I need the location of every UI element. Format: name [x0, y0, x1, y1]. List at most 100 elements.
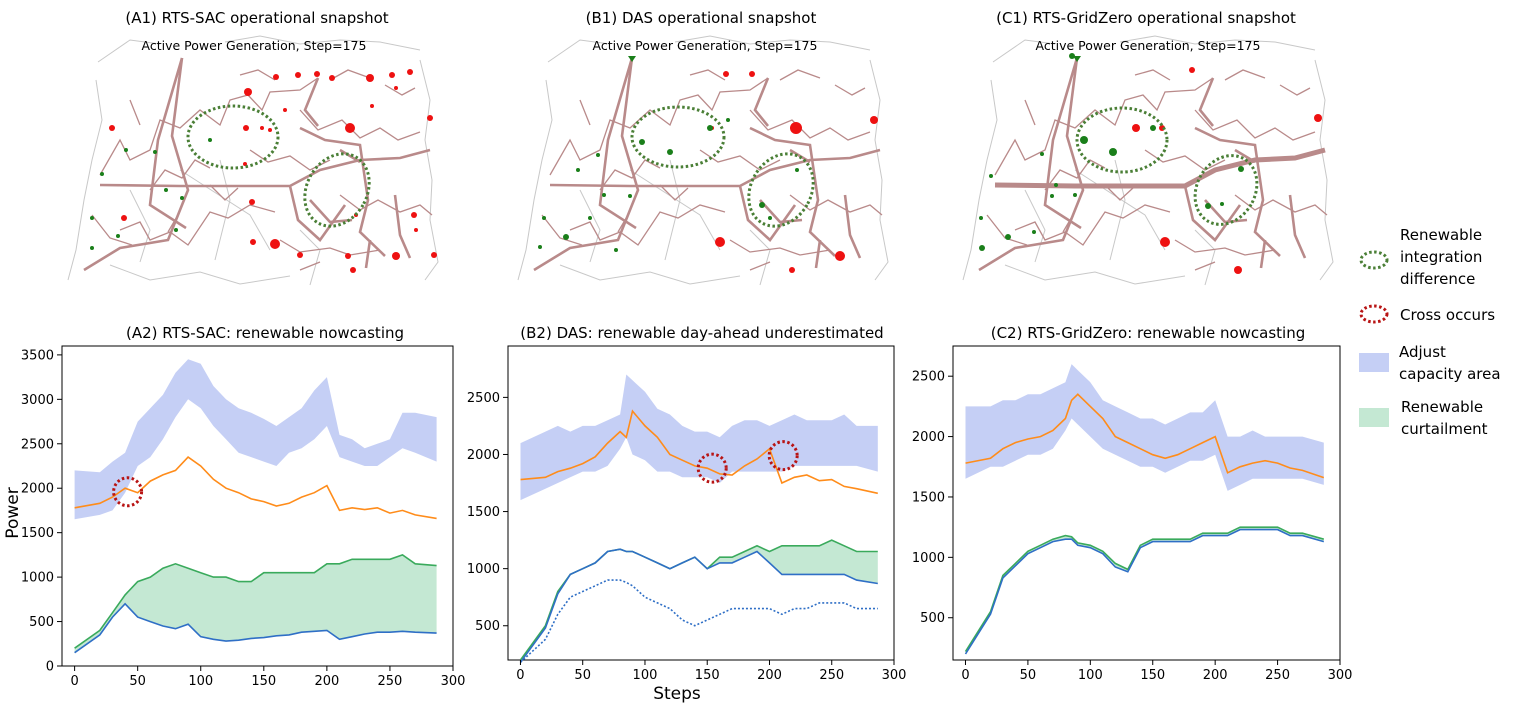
generator-node-red	[1189, 67, 1195, 73]
transmission-line-heavy	[549, 148, 881, 188]
generator-node-red	[1160, 237, 1170, 247]
integration-difference-ellipse	[630, 105, 726, 169]
generator-node-red	[244, 88, 252, 96]
y-tick-label: 0	[46, 660, 54, 675]
transmission-line	[749, 109, 871, 141]
chart-panel-c2: 0 50 100 150 200 250 300 500 1000 1500 2000 2500	[912, 345, 1352, 683]
y-tick-label: 1500	[912, 490, 945, 505]
cross-marker-ellipse	[767, 440, 799, 472]
legend-label-capacity: Adjust capacity area	[1399, 343, 1501, 383]
geo-boundary-line	[109, 264, 291, 285]
generator-triangle	[1073, 56, 1081, 62]
integration-difference-ellipse	[1193, 154, 1259, 226]
generator-node-red	[268, 128, 272, 132]
generator-node-red	[715, 237, 725, 247]
map-title-c1: (C1) RTS-GridZero operational snapshot	[996, 9, 1296, 27]
x-tick-label: 50	[129, 674, 146, 689]
generator-node-red	[427, 115, 433, 121]
generator-node-red	[109, 125, 115, 131]
y-tick-label: 3000	[21, 393, 54, 408]
cross-marker-ellipse	[696, 452, 728, 484]
generator-node-red	[1314, 114, 1322, 122]
generator-node-red	[345, 123, 355, 133]
x-tick-label: 200	[314, 674, 339, 689]
legend-label-curtailment: Renewable curtailment	[1401, 398, 1488, 438]
generator-node-green	[1150, 125, 1156, 131]
transmission-line	[599, 159, 661, 191]
generator-node-red	[270, 239, 280, 249]
generator-node-green	[90, 246, 94, 250]
generator-node-green	[563, 234, 569, 240]
y-tick-label: 2500	[467, 391, 500, 406]
generator-node-green	[164, 188, 168, 192]
x-tick-label: 0	[961, 668, 969, 683]
y-tick-label: 2000	[467, 448, 500, 463]
transmission-line-heavy	[309, 148, 361, 224]
x-tick-label: 250	[378, 674, 403, 689]
generator-node-green	[596, 153, 600, 157]
series-load-line	[965, 393, 1325, 479]
x-tick-label: 250	[819, 668, 844, 683]
generator-node-green	[1080, 136, 1088, 144]
generator-node-green	[1005, 234, 1011, 240]
generator-node-red	[407, 69, 413, 75]
series-load-line	[74, 456, 437, 520]
x-tick-label: 150	[1140, 668, 1165, 683]
y-axis-label: Power	[3, 487, 23, 538]
transmission-line-heavy	[759, 148, 811, 224]
generator-node-green	[707, 125, 713, 131]
chart-panel-b2: 0 50 100 150 200 250 300 500 1000 1500 2000 2500	[467, 345, 906, 683]
x-tick-label: 0	[70, 674, 78, 689]
generator-node-red	[790, 122, 802, 134]
transmission-line-heavy	[288, 185, 347, 242]
generator-node-red	[273, 74, 279, 80]
generator-node-green	[1238, 166, 1244, 172]
transmission-line	[239, 69, 371, 81]
map-title-a1: (A1) RTS-SAC operational snapshot	[125, 9, 388, 27]
geo-boundary-line	[517, 79, 553, 281]
generator-node-green	[795, 168, 799, 172]
generator-node-green	[100, 172, 104, 176]
generator-node-green	[588, 216, 592, 220]
generator-node-green	[174, 228, 178, 232]
transmission-line-heavy	[364, 194, 412, 269]
transmission-line	[1014, 204, 1171, 246]
transmission-line-heavy	[749, 126, 836, 257]
transmission-line-heavy	[303, 77, 320, 127]
y-tick-label: 2000	[912, 430, 945, 445]
generator-node-green	[1073, 193, 1077, 197]
generator-node-red	[1234, 266, 1242, 274]
transmission-line-heavy	[1183, 185, 1242, 242]
generator-node-red	[295, 72, 301, 78]
integration-difference-ellipse	[303, 152, 371, 228]
generator-node-red	[243, 162, 247, 166]
transmission-line	[249, 149, 331, 171]
transmission-line-heavy	[994, 147, 1326, 189]
generator-node-red	[723, 71, 729, 77]
y-tick-label: 1500	[21, 526, 54, 541]
map-title-b1: (B1) DAS operational snapshot	[586, 9, 817, 27]
transmission-line	[579, 99, 689, 201]
transmission-line	[149, 159, 211, 191]
generator-node-green	[759, 202, 765, 208]
x-tick-label: 200	[1203, 668, 1228, 683]
transmission-line-heavy	[99, 148, 431, 188]
y-tick-label: 3500	[21, 348, 54, 363]
geo-boundary-line	[67, 79, 103, 281]
transmission-line-heavy	[1194, 126, 1281, 257]
x-tick-label: 50	[574, 668, 591, 683]
generator-node-green	[726, 118, 730, 122]
x-tick-label: 0	[516, 668, 524, 683]
map-subtitle-c1: Active Power Generation, Step=175	[1036, 38, 1261, 53]
generator-node-red	[414, 228, 418, 232]
generator-node-green	[979, 245, 985, 251]
map-subtitle-a1: Active Power Generation, Step=175	[142, 38, 367, 53]
x-tick-label: 100	[1078, 668, 1103, 683]
generator-node-green	[639, 139, 645, 145]
y-tick-label: 2000	[21, 482, 54, 497]
transmission-line	[994, 77, 1214, 176]
generator-node-green	[979, 216, 983, 220]
y-tick-label: 1000	[467, 562, 500, 577]
transmission-line	[749, 84, 866, 271]
generator-node-red	[243, 125, 249, 131]
